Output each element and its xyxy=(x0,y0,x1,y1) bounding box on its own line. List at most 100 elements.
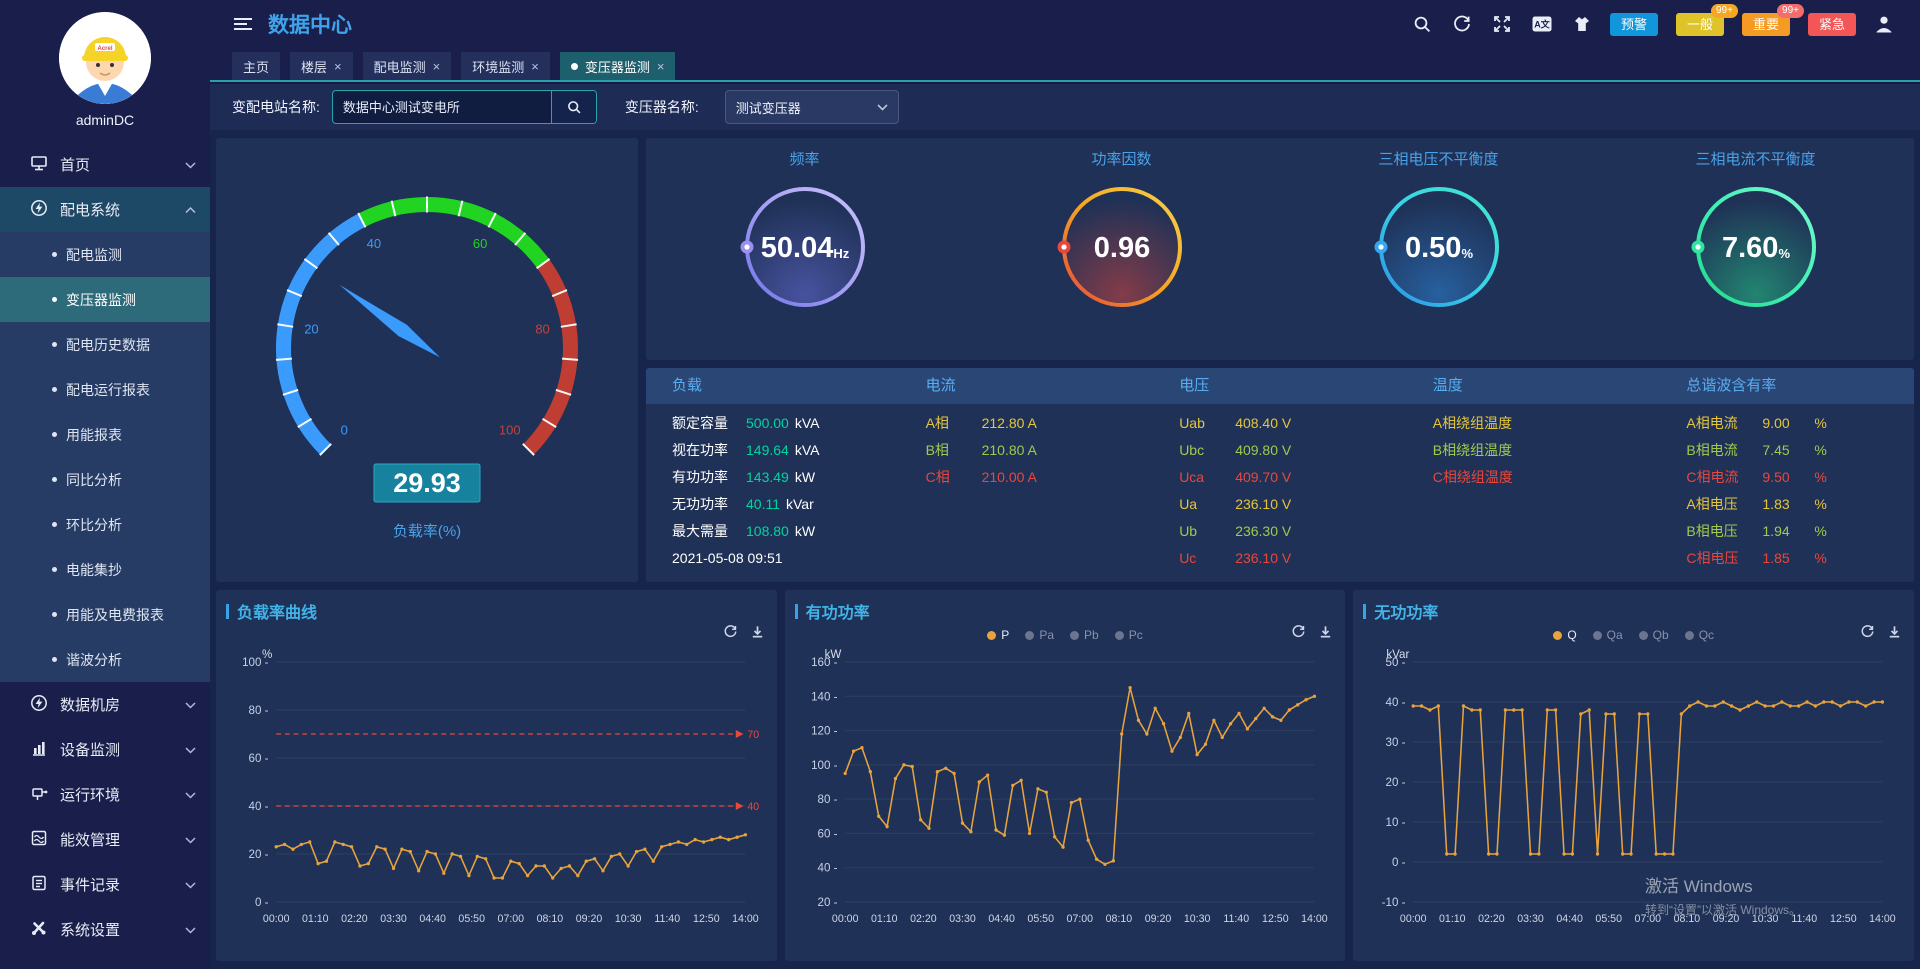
station-input[interactable] xyxy=(332,91,551,121)
svg-text:80 -: 80 - xyxy=(249,704,269,717)
svg-text:120 -: 120 - xyxy=(811,724,837,737)
sidebar-item-2[interactable]: 数据机房 xyxy=(0,682,210,727)
series-line-负载率 xyxy=(275,834,746,879)
topbar: 数据中心 A文 预警 一般 99+ 重要 99+ 紧急 xyxy=(210,0,1920,48)
row-value: 409.70 V xyxy=(1235,469,1292,485)
tab-close-icon[interactable]: × xyxy=(531,58,539,74)
chart-panel-1: 有功功率 P Pa Pb Pc kW 20 - 40 - 60 - 80 - 100 - 120 - 1… xyxy=(784,590,1346,961)
svg-text:50 -: 50 - xyxy=(1386,656,1406,669)
table-row: B相 210.80 A xyxy=(926,437,1154,464)
sidebar-subitem-0[interactable]: 配电监测 xyxy=(0,232,210,277)
sidebar-subitem-5[interactable]: 同比分析 xyxy=(0,457,210,502)
row-label: B相电压 xyxy=(1686,523,1738,539)
sidebar-item-0[interactable]: 首页 xyxy=(0,142,210,187)
sidebar-subitem-6[interactable]: 环比分析 xyxy=(0,502,210,547)
chart-title: 有功功率 xyxy=(805,605,870,622)
sidebar-subitem-3[interactable]: 配电运行报表 xyxy=(0,367,210,412)
fullscreen-icon[interactable] xyxy=(1490,12,1514,36)
legend-item-Qc[interactable]: Qc xyxy=(1684,628,1714,642)
chart-download-icon[interactable] xyxy=(1318,624,1333,639)
tab-close-icon[interactable]: × xyxy=(432,58,441,74)
legend-dot xyxy=(987,630,997,640)
search-icon[interactable] xyxy=(1410,12,1434,36)
sidebar-subitem-1[interactable]: 变压器监测 xyxy=(0,277,210,322)
row-value: 210.00 A xyxy=(981,469,1037,485)
chart-download-icon[interactable] xyxy=(750,624,765,639)
alarm-button-1[interactable]: 一般 99+ xyxy=(1675,3,1738,36)
bullet-icon xyxy=(52,297,57,302)
tab-label: 变压器监测 xyxy=(584,59,650,75)
sidebar-subitem-9[interactable]: 谐波分析 xyxy=(0,637,210,682)
legend-item-Pb[interactable]: Pb xyxy=(1070,628,1099,642)
sidebar-item-7[interactable]: 系统设置 xyxy=(0,907,210,952)
sidebar-subitem-8[interactable]: 用能及电费报表 xyxy=(0,592,210,637)
sidebar-item-3[interactable]: 设备监测 xyxy=(0,727,210,772)
table-column-header-1: 电流 xyxy=(925,377,956,394)
chart-refresh-icon[interactable] xyxy=(723,624,738,639)
legend-label: Pa xyxy=(1039,628,1054,642)
legend-items: P Pa Pb Pc xyxy=(979,628,1150,642)
voltage-column: Uab 408.40 V Ubc 409.80 V Uca 409.70 V Ua 236.1… xyxy=(1153,410,1407,572)
tab-2[interactable]: 配电监测 × xyxy=(362,52,452,80)
threshold-label: 70 xyxy=(747,729,759,741)
legend-item-Pc[interactable]: Pc xyxy=(1114,628,1143,642)
sidebar-subitem-4[interactable]: 用能报表 xyxy=(0,412,210,457)
alarm-badge: 99+ xyxy=(1777,3,1804,18)
row-label: Uc xyxy=(1179,550,1197,566)
ring-gauge-dial: 0.96 xyxy=(1057,187,1182,307)
svg-text:100: 100 xyxy=(499,423,521,438)
power-icon xyxy=(30,199,48,221)
avatar[interactable]: Acrel xyxy=(59,12,151,104)
chart-refresh-icon[interactable] xyxy=(1291,624,1306,639)
ring-gauge-title: 功率因数 xyxy=(1091,151,1152,168)
menu-toggle-icon[interactable] xyxy=(234,18,252,30)
refresh-icon[interactable] xyxy=(1450,12,1474,36)
legend-label: Qa xyxy=(1606,628,1623,642)
user-icon[interactable] xyxy=(1872,12,1896,36)
chart-header: 无功功率 xyxy=(1363,598,1904,624)
bullet-icon xyxy=(52,522,57,527)
alarm-button-2[interactable]: 重要 99+ xyxy=(1741,3,1804,36)
charts-row: 负载率曲线% 0 - 20 - 40 - 60 - 80 - 100 - 00:00 01:10… xyxy=(216,590,1915,961)
legend-item-P[interactable]: P xyxy=(987,628,1009,642)
svg-text:01:10: 01:10 xyxy=(302,913,329,925)
alarm-button-0[interactable]: 预警 xyxy=(1609,12,1658,36)
sidebar-item-1[interactable]: 配电系统 xyxy=(0,187,210,232)
chart-download-icon[interactable] xyxy=(1887,624,1902,639)
theme-icon[interactable] xyxy=(1570,12,1594,36)
sidebar-item-6[interactable]: 事件记录 xyxy=(0,862,210,907)
threshold-label: 40 xyxy=(747,801,759,813)
legend-item-Qb[interactable]: Qb xyxy=(1638,628,1669,642)
legend-item-Pa[interactable]: Pa xyxy=(1025,628,1054,642)
tab-close-icon[interactable]: × xyxy=(656,58,665,74)
legend-item-Q[interactable]: Q xyxy=(1553,628,1577,642)
alarm-button-3[interactable]: 紧急 xyxy=(1807,12,1856,36)
sidebar-item-label: 能效管理 xyxy=(60,832,121,849)
tab-close-icon[interactable]: × xyxy=(334,58,342,74)
legend-item-Qa[interactable]: Qa xyxy=(1592,628,1623,642)
chart-refresh-icon[interactable] xyxy=(1860,624,1875,639)
svg-text:20 -: 20 - xyxy=(249,848,269,861)
svg-text:-10 -: -10 - xyxy=(1382,896,1406,909)
sidebar-item-5[interactable]: 能效管理 xyxy=(0,817,210,862)
avatar-image: Acrel xyxy=(59,12,151,104)
sidebar-subitem-2[interactable]: 配电历史数据 xyxy=(0,322,210,367)
load-rate-gauge-panel: 0 20 40 60 80 100 29.93 负载率(%) xyxy=(216,138,638,582)
tab-1[interactable]: 楼层 × xyxy=(290,52,353,80)
svg-text:04:40: 04:40 xyxy=(1557,913,1584,925)
language-icon[interactable]: A文 xyxy=(1530,12,1554,36)
chevron-down-icon xyxy=(877,103,888,111)
tab-0[interactable]: 主页 xyxy=(232,52,281,80)
sidebar-item-4[interactable]: 运行环境 xyxy=(0,772,210,817)
svg-text:00:00: 00:00 xyxy=(832,913,859,925)
gauge-value: 29.93 xyxy=(393,468,461,498)
transformer-select[interactable]: 测试变压器 xyxy=(724,90,899,124)
sidebar-item-label: 首页 xyxy=(60,157,91,174)
tab-4[interactable]: 变压器监测 × xyxy=(559,52,676,80)
svg-text:14:00: 14:00 xyxy=(732,913,759,925)
sidebar-subitem-label: 用能及电费报表 xyxy=(66,606,164,623)
station-search-button[interactable] xyxy=(550,91,596,123)
sidebar-subitem-7[interactable]: 电能集抄 xyxy=(0,547,210,592)
table-row: B相电流 7.45% xyxy=(1686,437,1914,464)
tab-3[interactable]: 环境监测 × xyxy=(461,52,550,80)
